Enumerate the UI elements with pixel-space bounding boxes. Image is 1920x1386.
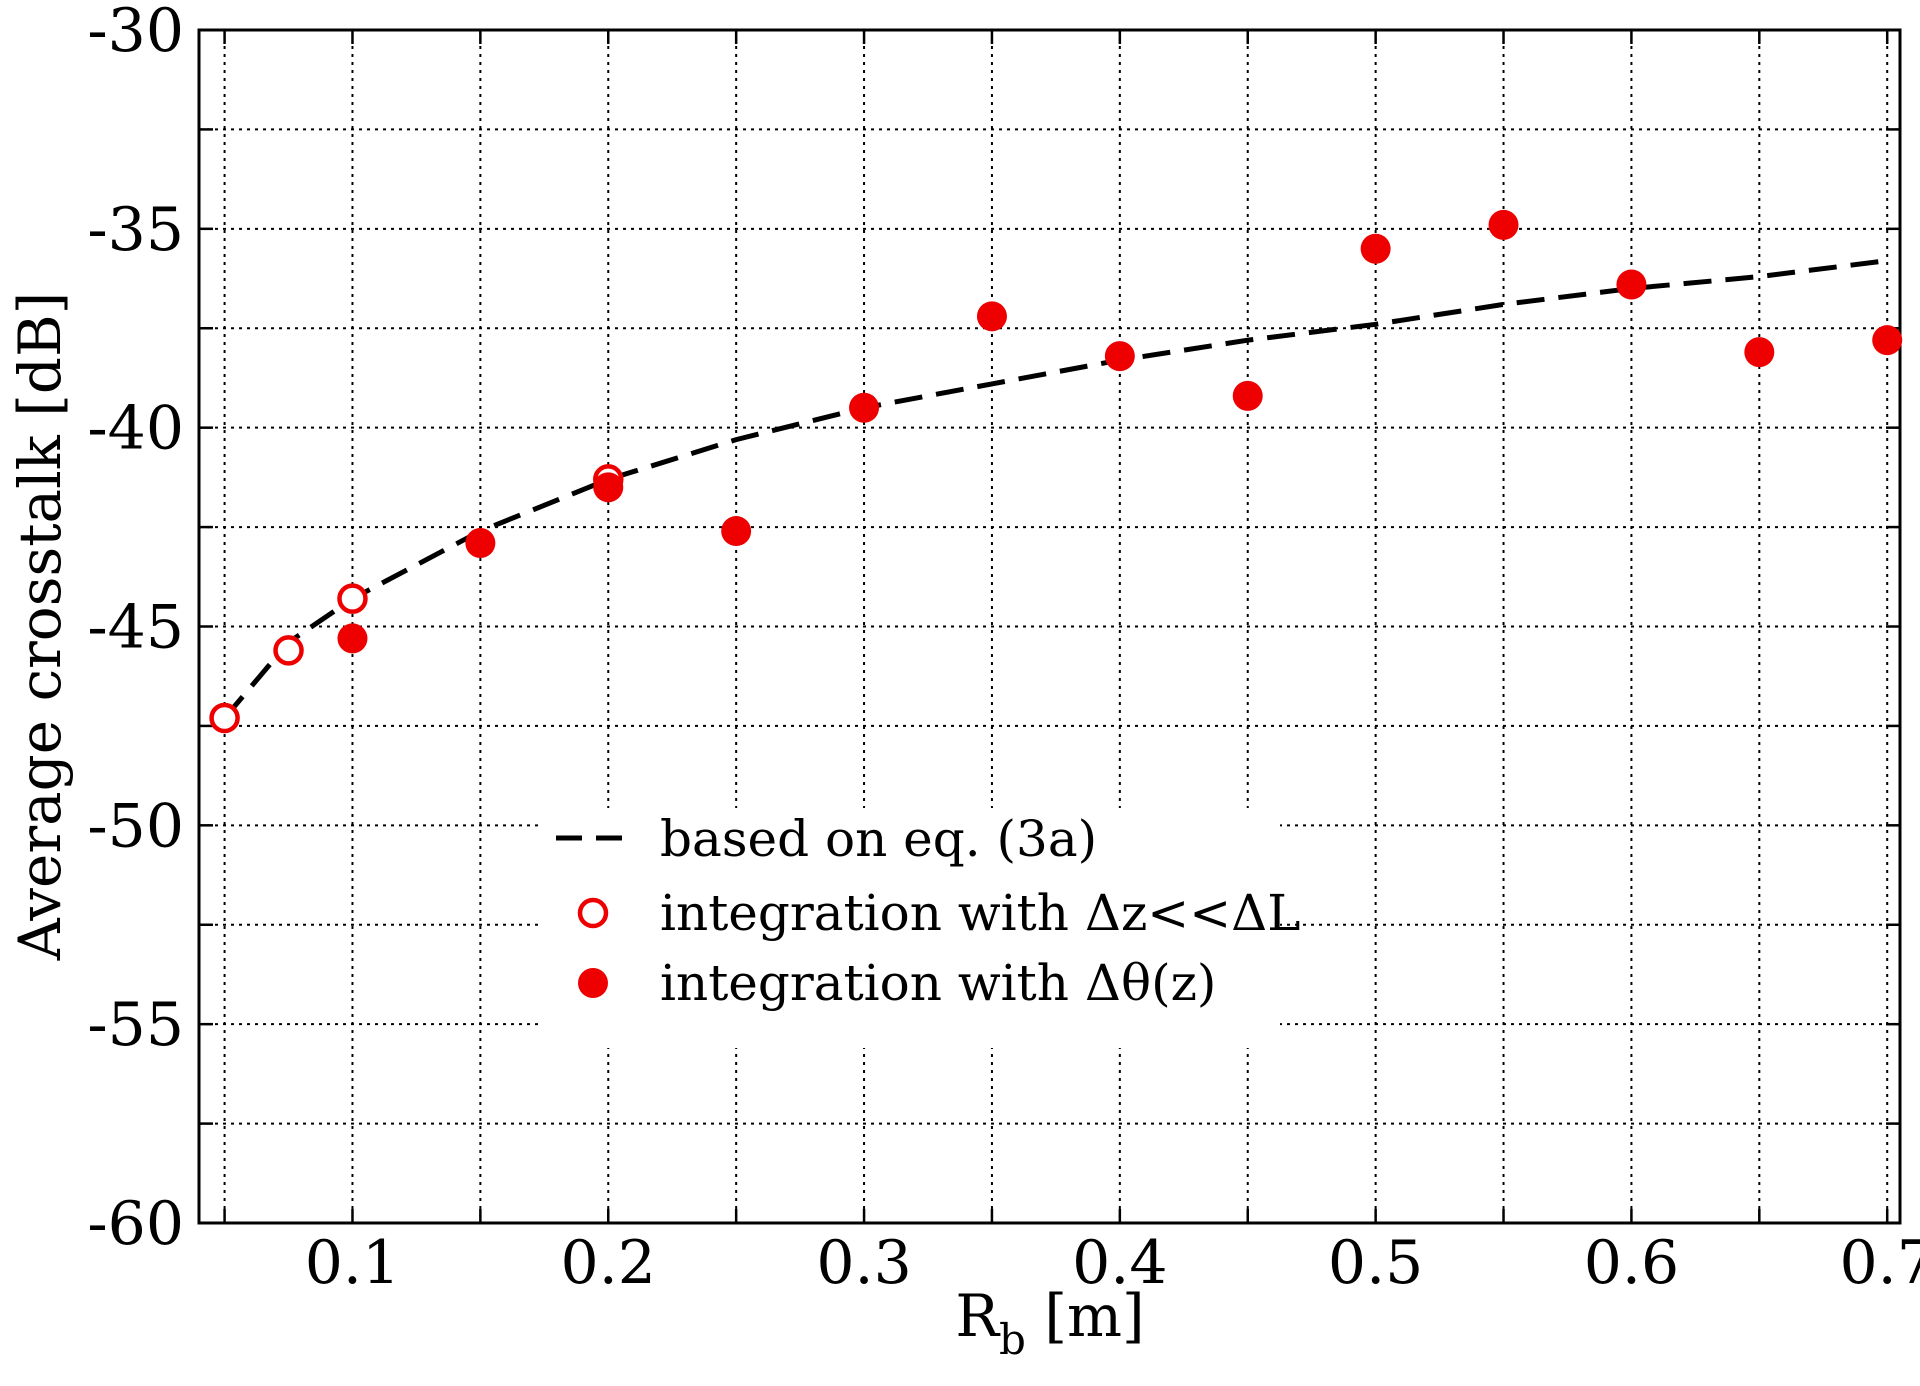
open-circle-point [273, 635, 304, 666]
x-tick-label: 0.7 [1839, 1228, 1920, 1298]
y-tick-label: -50 [87, 791, 184, 861]
x-tick-label: 0.1 [305, 1228, 400, 1298]
legend-background [538, 808, 1280, 1048]
filled-circle-point [1488, 209, 1519, 240]
x-tick-label: 0.6 [1584, 1228, 1679, 1298]
filled-circle-point [721, 516, 752, 547]
x-tick-label: 0.3 [816, 1228, 911, 1298]
y-axis-label: Average crosstalk [dB] [6, 292, 74, 962]
filled-circle-point [976, 301, 1007, 332]
open-circle-point [337, 583, 368, 614]
y-tick-labels: -60 -55 -50 -45 -40 -35 -30 [87, 0, 184, 1259]
filled-circle-point [1232, 380, 1263, 411]
x-tick-label: 0.5 [1328, 1228, 1423, 1298]
legend-filled-circle-swatch [578, 968, 608, 998]
y-tick-label: -35 [87, 195, 184, 265]
filled-circle-point [1360, 233, 1391, 264]
filled-circle-point [465, 527, 496, 558]
x-tick-label: 0.4 [1072, 1228, 1167, 1298]
filled-circle-point [337, 623, 368, 654]
x-tick-labels: 0.1 0.2 0.3 0.4 0.5 0.6 0.7 [305, 1228, 1920, 1298]
x-axis-label-unit: [m] [1026, 1282, 1145, 1350]
legend-label-open-circles: integration with Δz<<ΔL [660, 884, 1300, 942]
plot-area-frame [197, 28, 1902, 1225]
legend: based on eq. (3a) integration with Δz<<Δ… [538, 808, 1300, 1048]
filled-circle-point [1744, 337, 1775, 368]
legend-label-dashed-line: based on eq. (3a) [660, 810, 1097, 868]
x-axis-label: Rb [m] [955, 1282, 1144, 1364]
x-axis-label-subscript: b [999, 1315, 1026, 1364]
data-points [209, 209, 1903, 734]
filled-circle-point [1872, 325, 1903, 356]
filled-circle-point [1104, 341, 1135, 372]
open-circle-point [209, 702, 240, 734]
legend-label-filled-circles: integration with Δθ(z) [660, 954, 1216, 1012]
x-tick-label: 0.2 [561, 1228, 656, 1298]
y-tick-label: -55 [87, 990, 184, 1060]
filled-circle-point [849, 392, 880, 423]
eq-3a-dashed-line [222, 258, 1888, 720]
y-tick-label: -30 [87, 0, 184, 66]
y-tick-label: -45 [87, 593, 184, 663]
y-tick-label: -40 [87, 394, 184, 464]
filled-circle-point [1616, 269, 1647, 300]
y-tick-label: -60 [87, 1189, 184, 1259]
legend-open-circle-swatch [577, 897, 609, 929]
filled-circle-point [593, 472, 624, 503]
x-axis-label-main: R [955, 1282, 1001, 1350]
